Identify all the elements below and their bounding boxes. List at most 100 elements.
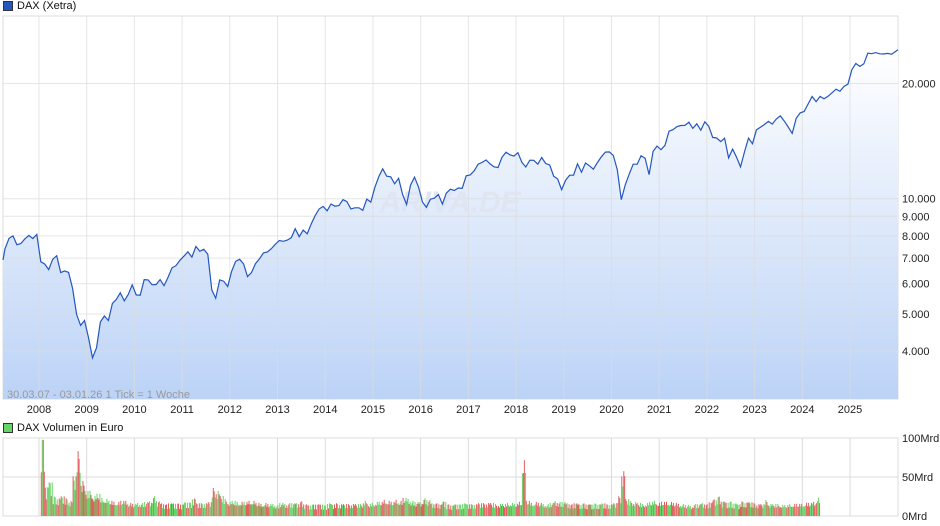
volume-bar — [216, 499, 218, 516]
volume-bar — [182, 504, 184, 516]
volume-bar — [122, 503, 124, 516]
volume-bar — [255, 502, 257, 516]
volume-bar — [696, 504, 698, 516]
volume-bar — [269, 505, 271, 516]
x-tick-label: 2016 — [408, 404, 432, 416]
volume-bar — [792, 506, 794, 516]
volume-bar — [204, 507, 206, 516]
volume-bar — [368, 507, 370, 516]
volume-bar — [658, 505, 659, 516]
volume-bar — [213, 491, 215, 516]
volume-bar — [374, 504, 376, 516]
volume-bar — [276, 506, 278, 516]
volume-bar — [107, 502, 109, 516]
volume-bar — [253, 500, 255, 516]
volume-bar — [339, 505, 340, 516]
volume-bar — [93, 501, 95, 516]
volume-bar — [89, 490, 91, 516]
volume-bar — [386, 504, 388, 516]
volume-bar — [743, 507, 745, 516]
volume-bar — [629, 505, 631, 516]
volume-bar — [642, 503, 644, 516]
volume-bar — [83, 485, 85, 516]
volume-bar — [190, 508, 192, 516]
volume-bar — [744, 503, 746, 516]
volume-bar — [345, 504, 347, 516]
volume-bar — [71, 502, 73, 516]
volume-y-tick-label: 0Mrd — [902, 511, 927, 523]
x-tick-label: 2008 — [27, 404, 51, 416]
volume-bar — [515, 506, 517, 516]
volume-bar — [259, 506, 261, 516]
volume-bar — [558, 503, 560, 516]
volume-bar — [104, 502, 106, 516]
volume-bar — [738, 509, 740, 516]
volume-bar — [300, 502, 302, 516]
volume-bar — [795, 506, 797, 516]
volume-bar — [430, 504, 432, 516]
volume-bar — [682, 503, 684, 516]
volume-bar — [548, 507, 550, 516]
volume-bar — [675, 502, 677, 516]
volume-bar — [188, 502, 190, 516]
volume-bar — [435, 504, 437, 516]
volume-bar — [337, 504, 338, 516]
volume-bar — [531, 506, 533, 516]
volume-bar — [641, 507, 643, 516]
volume-bar — [419, 502, 421, 516]
volume-bar — [92, 499, 94, 516]
volume-bar — [263, 506, 265, 516]
volume-bar — [727, 502, 729, 516]
volume-bar — [542, 503, 544, 516]
volume-bar — [340, 508, 341, 516]
volume-bar — [597, 504, 599, 516]
volume-bar — [158, 502, 160, 516]
volume-bar — [575, 504, 577, 516]
volume-bar — [423, 500, 425, 516]
volume-bar — [749, 503, 751, 516]
volume-bar — [137, 502, 139, 516]
volume-bar — [759, 505, 761, 516]
volume-bar — [256, 506, 258, 516]
volume-bar — [485, 507, 487, 516]
volume-bar — [372, 505, 374, 516]
volume-bar — [392, 504, 394, 516]
volume-bar — [67, 504, 69, 516]
volume-bar — [513, 503, 515, 516]
volume-bar — [150, 506, 152, 516]
volume-bar — [584, 508, 586, 516]
volume-bar — [394, 503, 396, 516]
volume-bar — [737, 504, 739, 516]
volume-bar — [287, 507, 289, 516]
volume-bar — [78, 459, 80, 516]
y-tick-label: 7.000 — [902, 253, 930, 265]
volume-bar — [605, 508, 607, 516]
volume-bar — [399, 503, 401, 516]
volume-bar — [516, 503, 518, 516]
volume-bar — [170, 503, 171, 516]
volume-bar — [230, 504, 232, 516]
volume-bar — [711, 502, 713, 516]
volume-bar — [534, 504, 536, 516]
volume-bar — [405, 497, 407, 516]
volume-bar — [320, 504, 322, 516]
volume-bar — [76, 472, 78, 516]
volume-bar — [85, 494, 87, 516]
volume-bar — [342, 505, 343, 516]
volume-bar — [284, 504, 286, 516]
volume-bar — [141, 504, 143, 516]
volume-bar — [292, 507, 294, 516]
volume-bar — [484, 504, 486, 516]
volume-bar — [553, 502, 555, 516]
volume-bar — [239, 504, 241, 516]
volume-bar — [718, 496, 720, 516]
volume-bar — [87, 490, 89, 516]
volume-bar — [582, 503, 584, 516]
volume-bar — [91, 498, 93, 516]
volume-bar — [606, 504, 608, 516]
x-tick-label: 2013 — [265, 404, 289, 416]
volume-bar — [535, 501, 537, 516]
volume-bar — [236, 501, 238, 516]
volume-bar — [309, 509, 311, 516]
volume-bar — [776, 507, 778, 516]
